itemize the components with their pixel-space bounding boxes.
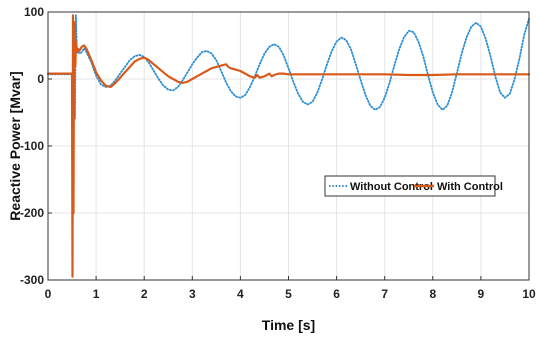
x-tick-label: 8	[429, 287, 436, 301]
x-tick-label: 0	[45, 287, 52, 301]
y-tick-label: 0	[37, 72, 44, 86]
x-tick-label: 10	[522, 287, 536, 301]
x-tick-label: 1	[93, 287, 100, 301]
y-axis-label: Reactive Power [Mvar]	[7, 71, 23, 220]
y-tick-label: -300	[20, 273, 44, 287]
series-lines	[46, 14, 531, 278]
y-tick-label: -100	[20, 139, 44, 153]
legend-label-with-control: With Control	[437, 181, 503, 193]
x-tick-label: 5	[285, 287, 292, 301]
series-line-without-control	[47, 14, 530, 181]
x-tick-label: 3	[189, 287, 196, 301]
y-tick-label: -200	[20, 206, 44, 220]
legend: Without Control With Control	[324, 175, 503, 197]
x-tick-label: 6	[333, 287, 340, 301]
y-tick-label: 100	[24, 5, 44, 19]
x-tick-label: 7	[381, 287, 388, 301]
x-tick-label: 9	[478, 287, 485, 301]
series-line-with-control	[46, 14, 531, 278]
x-tick-label: 4	[237, 287, 244, 301]
x-tick-label: 2	[141, 287, 148, 301]
x-axis-label: Time [s]	[262, 317, 315, 333]
tick-labels: 0 1 2 3 4 5 6 7 8 9 10 100 0 -100 -200 -300	[20, 5, 536, 301]
legend-box	[324, 175, 496, 197]
legend-label-without-control: Without Control	[350, 181, 433, 193]
